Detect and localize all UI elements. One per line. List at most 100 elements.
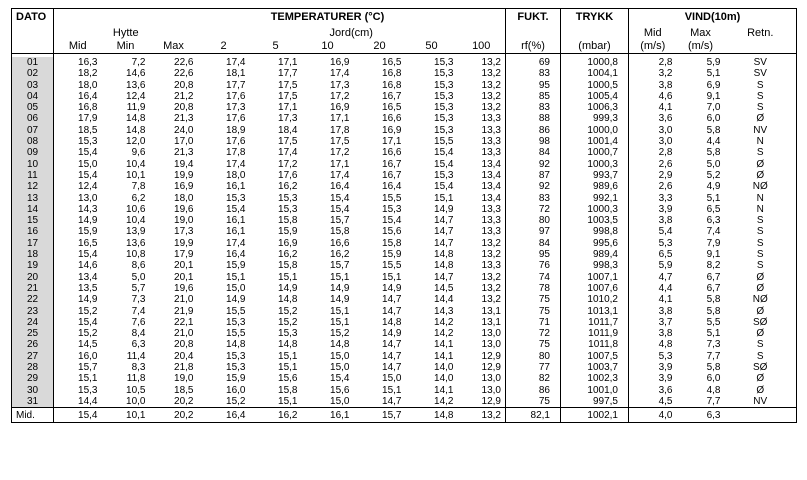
- jord-100-cell: 13,1: [457, 316, 506, 329]
- jord-100-cell: 13,0: [457, 373, 506, 385]
- hytte-max-cell: 22,6: [174, 57, 194, 68]
- jord-5-cell: 17,5: [278, 136, 298, 148]
- fukt-rf-cell: 87: [505, 169, 561, 182]
- jord-2-cell: 17,6: [226, 113, 246, 125]
- jord-50-cell: 14,0: [434, 373, 454, 385]
- jord-2-cell: 16,1: [226, 226, 246, 238]
- hytte-mid-cell: 15,1: [78, 373, 98, 385]
- table-row: 17 16,5 13,6 19,9 17,4 16,9 16,6 15,8 14,7 13,2 84…: [11, 237, 797, 250]
- dato-cell: 19: [11, 260, 54, 272]
- dato-cell: 09: [11, 147, 54, 159]
- jord-10-cell: 15,7: [330, 260, 350, 272]
- vind-mid-cell: 5,3: [658, 237, 673, 249]
- fukt-rf-cell: 86: [505, 384, 561, 396]
- table-row: 15 14,9 10,4 19,0 16,1 15,8 15,7 15,4 14,7 13,3 80…: [11, 215, 797, 227]
- hytte-mid-cell: 14,6: [78, 260, 98, 272]
- vind-retn-cell: S: [724, 90, 797, 103]
- jord-2-cell: 16,1: [226, 215, 246, 227]
- trykk-cell: 1000,3: [560, 203, 629, 216]
- hytte-min-cell: 10,5: [126, 384, 146, 396]
- jord-20-cell: 15,0: [382, 373, 402, 385]
- hytte-min-cell: 8,6: [131, 260, 146, 272]
- jord-10-cell: 14,8: [330, 339, 350, 351]
- hytte-max-cell: 17,0: [174, 136, 194, 148]
- vind-max-cell: 7,0: [706, 102, 721, 114]
- jord-10-cell: 17,5: [330, 136, 350, 148]
- vind-max-cell: 7,3: [706, 339, 721, 351]
- hytte-mid-cell: 14,9: [78, 215, 98, 227]
- vind-mid-cell: 3,0: [658, 124, 673, 136]
- table-row: 31 14,4 10,0 20,2 15,2 15,1 15,0 14,7 14,2 12,9 75…: [11, 395, 797, 408]
- hytte-max-cell: 17,3: [174, 226, 194, 238]
- fukt-rf-cell: 80: [505, 215, 561, 227]
- jord-20-cell: 14,9: [382, 282, 402, 294]
- vind-retn-cell: N: [724, 192, 797, 204]
- jord-50-cell: 15,3: [434, 68, 454, 80]
- jord-50-cell: 14,1: [434, 350, 454, 362]
- jord-50-cell: 15,4: [434, 181, 454, 193]
- jord-2-cell: 17,4: [226, 158, 246, 170]
- summary-jord-100-cell: 13,2: [457, 407, 506, 424]
- jord-100-cell: 12,9: [457, 395, 506, 408]
- hytte-mid-cell: 15,3: [78, 136, 98, 148]
- jord-10-cell: 16,9: [330, 57, 350, 68]
- jord-2-cell: 14,9: [226, 294, 246, 306]
- jord-50-cell: 14,2: [434, 395, 454, 407]
- dato-cell: 03: [11, 79, 54, 91]
- jord-20-cell: 14,7: [382, 362, 402, 374]
- vind-max-cell: 9,1: [706, 90, 721, 102]
- jord-10-cell: 15,1: [330, 305, 350, 317]
- jord-5-cell: 15,9: [278, 226, 298, 238]
- trykk-cell: 998,8: [560, 226, 629, 238]
- vind-retn-cell: Ø: [724, 282, 797, 295]
- fukt-rf-cell: 72: [505, 203, 561, 216]
- fukt-rf-cell: 95: [505, 249, 561, 261]
- hytte-mid-cell: 13,5: [78, 282, 98, 294]
- jord-50-cell: 14,2: [434, 328, 454, 340]
- jord-50-cell: 15,3: [434, 79, 454, 91]
- jord-50-cell: 14,8: [434, 249, 454, 261]
- trykk-cell: 1011,7: [560, 316, 629, 329]
- table-row: 09 15,4 9,6 21,3 17,8 17,4 17,2 16,6 15,4 13,3 84 1…: [11, 147, 797, 159]
- jord-10-cell: 17,4: [330, 169, 350, 181]
- jord-50-cell: 15,1: [434, 192, 454, 204]
- table-row: 22 14,9 7,3 21,0 14,9 14,8 14,9 14,7 14,4 13,2 75 1…: [11, 294, 797, 306]
- trykk-cell: 1013,1: [560, 305, 629, 317]
- trykk-cell: 1001,4: [560, 136, 629, 148]
- jord-header: Jord(cm): [197, 27, 506, 40]
- jord-20-cell: 16,7: [382, 90, 402, 102]
- hytte-min-cell: 13,9: [126, 226, 146, 238]
- fukt-rf-cell: 69: [505, 57, 561, 69]
- jord-5-cell: 15,1: [278, 271, 298, 283]
- dato-cell: 18: [11, 249, 54, 261]
- jord-5-cell: 14,9: [278, 282, 298, 294]
- hytte-min-cell: 11,4: [126, 350, 146, 362]
- hytte-max-cell: 21,8: [174, 362, 194, 374]
- jord-5-cell: 17,7: [278, 68, 298, 80]
- hytte-max-cell: 21,3: [174, 147, 194, 159]
- fukt-rf-cell: 72: [505, 328, 561, 340]
- hytte-mid-cell: 14,9: [78, 294, 98, 306]
- jord-5-cell: 17,5: [278, 79, 298, 91]
- vind-retn-cell: Ø: [724, 169, 797, 182]
- trykk-cell: 995,6: [560, 237, 629, 250]
- hytte-min-cell: 7,6: [131, 316, 146, 328]
- jord-20-cell: 14,7: [382, 350, 402, 362]
- dato-cell: 31: [11, 395, 54, 408]
- hytte-mid-cell: 16,4: [78, 90, 98, 102]
- vind-max-cell: 5,9: [706, 57, 721, 68]
- trykk-cell: 1000,0: [560, 124, 629, 137]
- jord-2-cell: 18,0: [226, 169, 246, 181]
- vind-mid-cell: 3,9: [658, 362, 673, 374]
- vind-retn-cell: N: [724, 203, 797, 216]
- jord-2-cell: 15,5: [226, 305, 246, 317]
- hytte-max-cell: 20,8: [174, 79, 194, 91]
- trykk-cell: 1011,9: [560, 328, 629, 340]
- jord-20-cell: 15,4: [382, 215, 402, 227]
- table-row: 27 16,0 11,4 20,4 15,3 15,1 15,0 14,7 14,1 12,9 80…: [11, 350, 797, 363]
- jord-20-cell: 16,6: [382, 147, 402, 159]
- jord-5-cell: 16,2: [278, 181, 298, 193]
- dato-cell: 07: [11, 124, 54, 137]
- hytte-max-cell: 19,0: [174, 215, 194, 227]
- jord-10-cell: 15,1: [330, 316, 350, 328]
